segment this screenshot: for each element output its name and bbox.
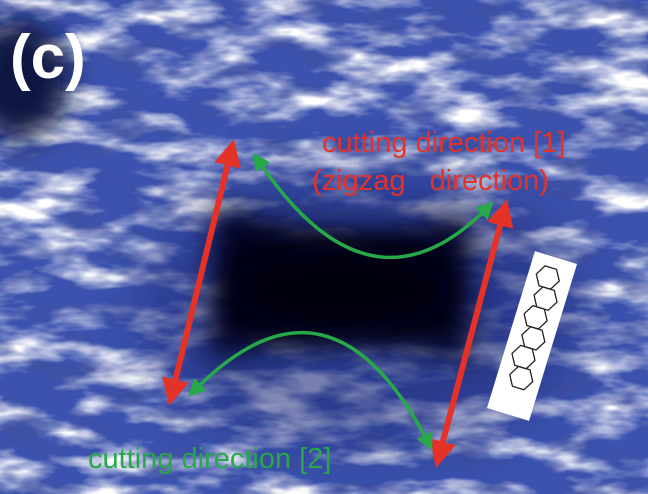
panel-label: (c) [10,23,86,92]
stm-figure: (c) cutting direction [1] (zigzag direct… [0,0,648,494]
annotation-zigzag: (zigzag direction) [312,165,549,197]
annotation-cutting-1: cutting direction [1] [322,127,565,159]
annotation-cutting-2: cutting direction [2] [88,443,331,475]
